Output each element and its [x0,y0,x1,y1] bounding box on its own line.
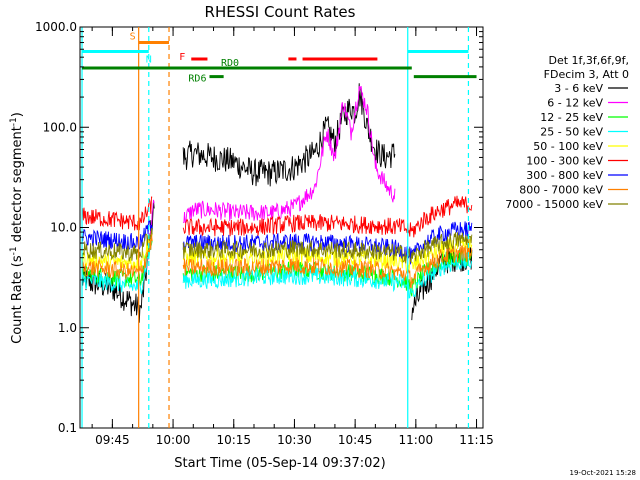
x-tick-label-4: 10:45 [338,433,373,447]
footer-timestamp: 19-Oct-2021 15:28 [570,469,636,477]
y-tick-label-4: 0.1 [58,421,77,435]
series-layer [81,83,473,323]
legend-label-0: 3 - 6 keV [554,82,603,95]
legend-label-5: 100 - 300 keV [526,155,603,168]
y-tick-label-3: 1.0 [58,321,77,335]
legend-label-1: 6 - 12 keV [547,97,603,110]
y-tick-label-1: 100.0 [43,120,77,134]
series-line-0 [182,83,396,187]
legend-label-6: 300 - 800 keV [526,169,603,182]
series-line-4 [81,233,153,272]
vertical-markers [81,27,470,428]
series-line-6 [81,219,153,252]
y-axis-label: Count Rate (s-1 detector segment-1) [9,112,25,344]
series-line-1 [182,85,396,224]
x-tick-label-3: 10:30 [277,433,312,447]
x-axis-label: Start Time (05-Sep-14 09:37:02) [174,456,385,471]
legend: Det 1f,3f,6f,9f, FDecim 3, Att 0 3 - 6 k… [505,54,629,211]
x-tick-label-5: 11:00 [399,433,434,447]
legend-label-4: 50 - 100 keV [533,140,603,153]
chart-title: RHESSI Count Rates [205,3,356,21]
legend-label-2: 12 - 25 keV [540,111,603,124]
x-tick-label-1: 10:00 [156,433,191,447]
x-tick-label-0: 09:45 [95,433,130,447]
series-line-1 [146,199,155,269]
legend-label-8: 7000 - 15000 keV [505,198,603,211]
legend-label-3: 25 - 50 keV [540,126,603,139]
series-line-5 [182,195,473,238]
series-line-8 [81,228,153,262]
x-tick-label-6: 11:15 [459,433,494,447]
flag-label-3: RD0 [221,58,239,69]
flag-label-2: F [179,52,185,63]
y-tick-label-2: 10.0 [50,221,77,235]
x-axis-ticks: 09:45 10:00 10:15 10:30 10:45 11:00 11:15 [91,27,494,447]
x-tick-label-2: 10:15 [216,433,251,447]
y-tick-label-0: 1000.0 [35,20,77,34]
flag-label-1: N [146,54,152,65]
y-axis-ticks: 1000.0 100.0 10.0 1.0 0.1 [35,20,483,435]
legend-header-line-2: FDecim 3, Att 0 [544,68,629,81]
series-line-7 [182,244,473,289]
flag-label-0: S [130,32,136,43]
series-line-3 [81,239,153,295]
series-line-5 [81,196,153,231]
legend-header-line-1: Det 1f,3f,6f,9f, [548,54,629,67]
series-line-8 [182,232,473,264]
series-line-7 [81,234,153,280]
legend-label-7: 800 - 7000 keV [519,184,603,197]
flag-label-4: RD6 [188,74,206,85]
flag-bars: SN F RD0 RD6 [82,32,477,85]
